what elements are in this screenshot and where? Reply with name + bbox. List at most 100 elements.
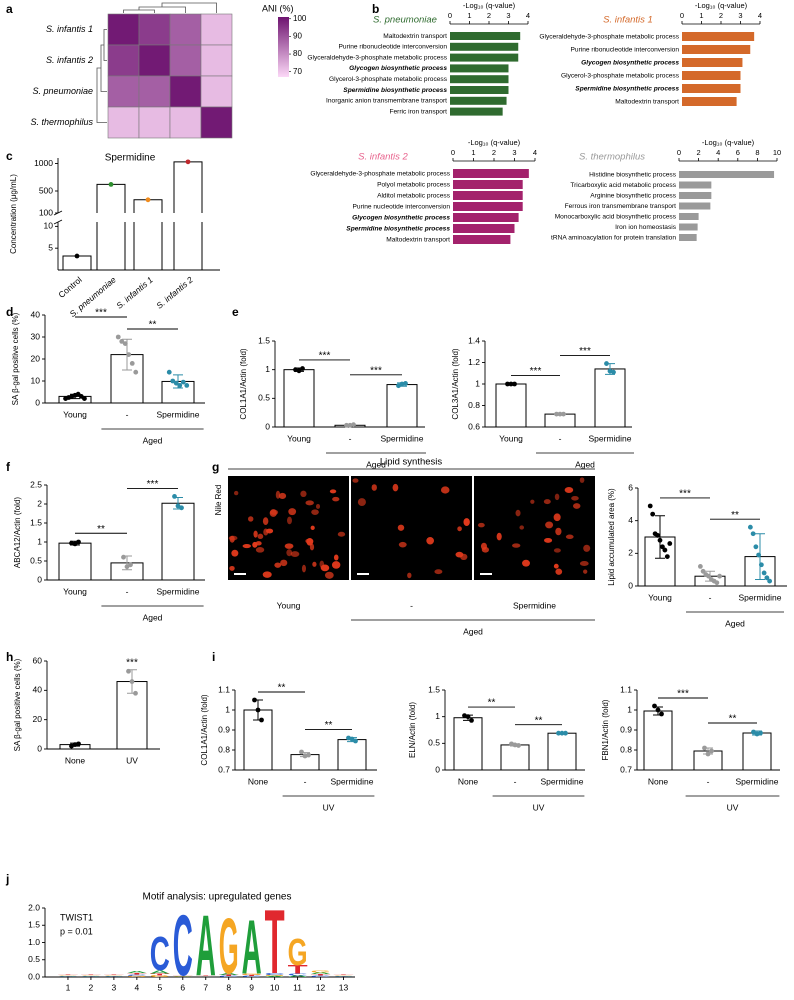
x-axis-label: -Log₁₀ (q-value)	[468, 138, 521, 147]
significance: ***	[319, 351, 331, 362]
x-tick-label: -	[304, 776, 307, 786]
stained-cell	[555, 568, 563, 575]
logo-letter: C	[242, 976, 262, 978]
data-point	[170, 378, 176, 384]
panel-label: j	[5, 872, 9, 886]
stained-cell	[553, 548, 561, 553]
stained-cell	[352, 478, 359, 483]
x-tick-label: 12	[316, 982, 326, 992]
heatmap-cell	[200, 75, 233, 108]
stained-cell	[392, 483, 399, 492]
x-tick-label: Young	[277, 600, 301, 610]
bar	[173, 161, 203, 270]
significance: **	[488, 698, 496, 709]
micrograph	[228, 476, 349, 580]
logo-letter: C	[219, 976, 239, 978]
stained-cell	[511, 543, 521, 548]
micrograph	[351, 476, 472, 580]
heatmap-cell	[107, 13, 140, 46]
error-bar	[655, 515, 665, 559]
y-axis-label: ABCA12/Actin (fold)	[13, 497, 22, 568]
heatmap-cell	[169, 13, 202, 46]
data-point	[126, 668, 131, 674]
y-tick-label: 1	[475, 378, 480, 388]
data-point	[508, 381, 514, 387]
data-point	[556, 730, 561, 736]
row-label: S. infantis 1	[46, 24, 93, 34]
bar	[495, 383, 527, 428]
logo-letter: G	[288, 930, 308, 973]
x-tick-label: Young	[648, 592, 672, 602]
y-tick-label: 10	[31, 375, 41, 385]
bar	[682, 45, 751, 54]
stained-cell	[269, 509, 277, 517]
logo-letter: T	[311, 974, 331, 976]
data-point	[465, 714, 471, 720]
data-point	[750, 531, 756, 537]
data-point	[758, 562, 764, 568]
stained-cell	[252, 541, 258, 548]
category-label: Iron ion homeostasis	[615, 224, 677, 231]
stained-cell	[315, 503, 321, 509]
logo-letter: G	[150, 975, 170, 978]
significance: **	[97, 524, 105, 535]
data-point	[764, 575, 770, 581]
bar	[450, 64, 509, 73]
x-tick-label: Spermidine	[739, 592, 782, 602]
chart-title: S. pneumoniae	[373, 15, 437, 26]
logo-letter: C	[265, 973, 285, 976]
stained-cell	[329, 489, 337, 494]
x-tick-label: S. infantis 1	[114, 274, 155, 310]
group-label: UV	[323, 802, 335, 812]
category-label: Glycerol-3-phosphate metabolic process	[329, 76, 448, 83]
data-point	[124, 564, 130, 570]
data-point	[184, 383, 190, 388]
heatmap-cell	[169, 106, 202, 139]
stained-cell	[331, 561, 341, 569]
data-point	[655, 707, 661, 713]
category-label: Polyol metabolic process	[377, 181, 451, 188]
stained-cell	[440, 486, 450, 494]
stained-cell	[255, 547, 265, 553]
stained-cell	[496, 532, 502, 541]
group-label: Aged	[366, 459, 386, 469]
x-tick-label: -	[709, 592, 712, 602]
group-label: Aged	[725, 618, 745, 628]
heatmap-cell	[200, 13, 233, 46]
category-label: Purine nucleotide interconversion	[353, 203, 451, 210]
y-axis-label: COL3A1/Actin (fold)	[451, 348, 460, 419]
data-point	[700, 568, 706, 574]
logo-letter: C	[311, 975, 331, 977]
logo-letter: C	[333, 975, 353, 976]
stained-cell	[397, 524, 405, 531]
logo-letter: T	[150, 973, 170, 976]
y-tick-label: 60	[33, 655, 43, 665]
heatmap-cell	[138, 75, 171, 108]
data-point	[296, 368, 302, 374]
y-tick-label: 0.7	[218, 764, 230, 774]
stained-cell	[573, 503, 581, 509]
y-tick-label: 20	[33, 714, 43, 724]
stained-cell	[233, 490, 239, 496]
x-tick-label: 4	[134, 982, 139, 992]
micrograph	[474, 476, 595, 580]
logo-letter: G	[127, 976, 147, 978]
category-label: Ferric iron transport	[389, 108, 447, 115]
bar	[679, 223, 698, 231]
category-label: Inorganic anion transmembrane transport	[326, 98, 447, 105]
data-point	[563, 730, 568, 736]
x-tick-label: None	[248, 776, 269, 786]
data-point	[611, 369, 616, 375]
p-value: p = 0.01	[60, 926, 93, 936]
y-tick-label: 2	[628, 548, 633, 558]
data-point	[714, 580, 720, 586]
bar	[679, 192, 712, 199]
logo-letter: C	[81, 975, 101, 976]
stained-cell	[284, 543, 294, 549]
stained-cell	[333, 554, 339, 561]
bar	[682, 32, 755, 41]
stained-cell	[231, 549, 239, 557]
category-label: Glyceraldehyde-3-phosphate metabolic pro…	[539, 33, 679, 40]
y-tick-label: 10	[44, 221, 54, 231]
